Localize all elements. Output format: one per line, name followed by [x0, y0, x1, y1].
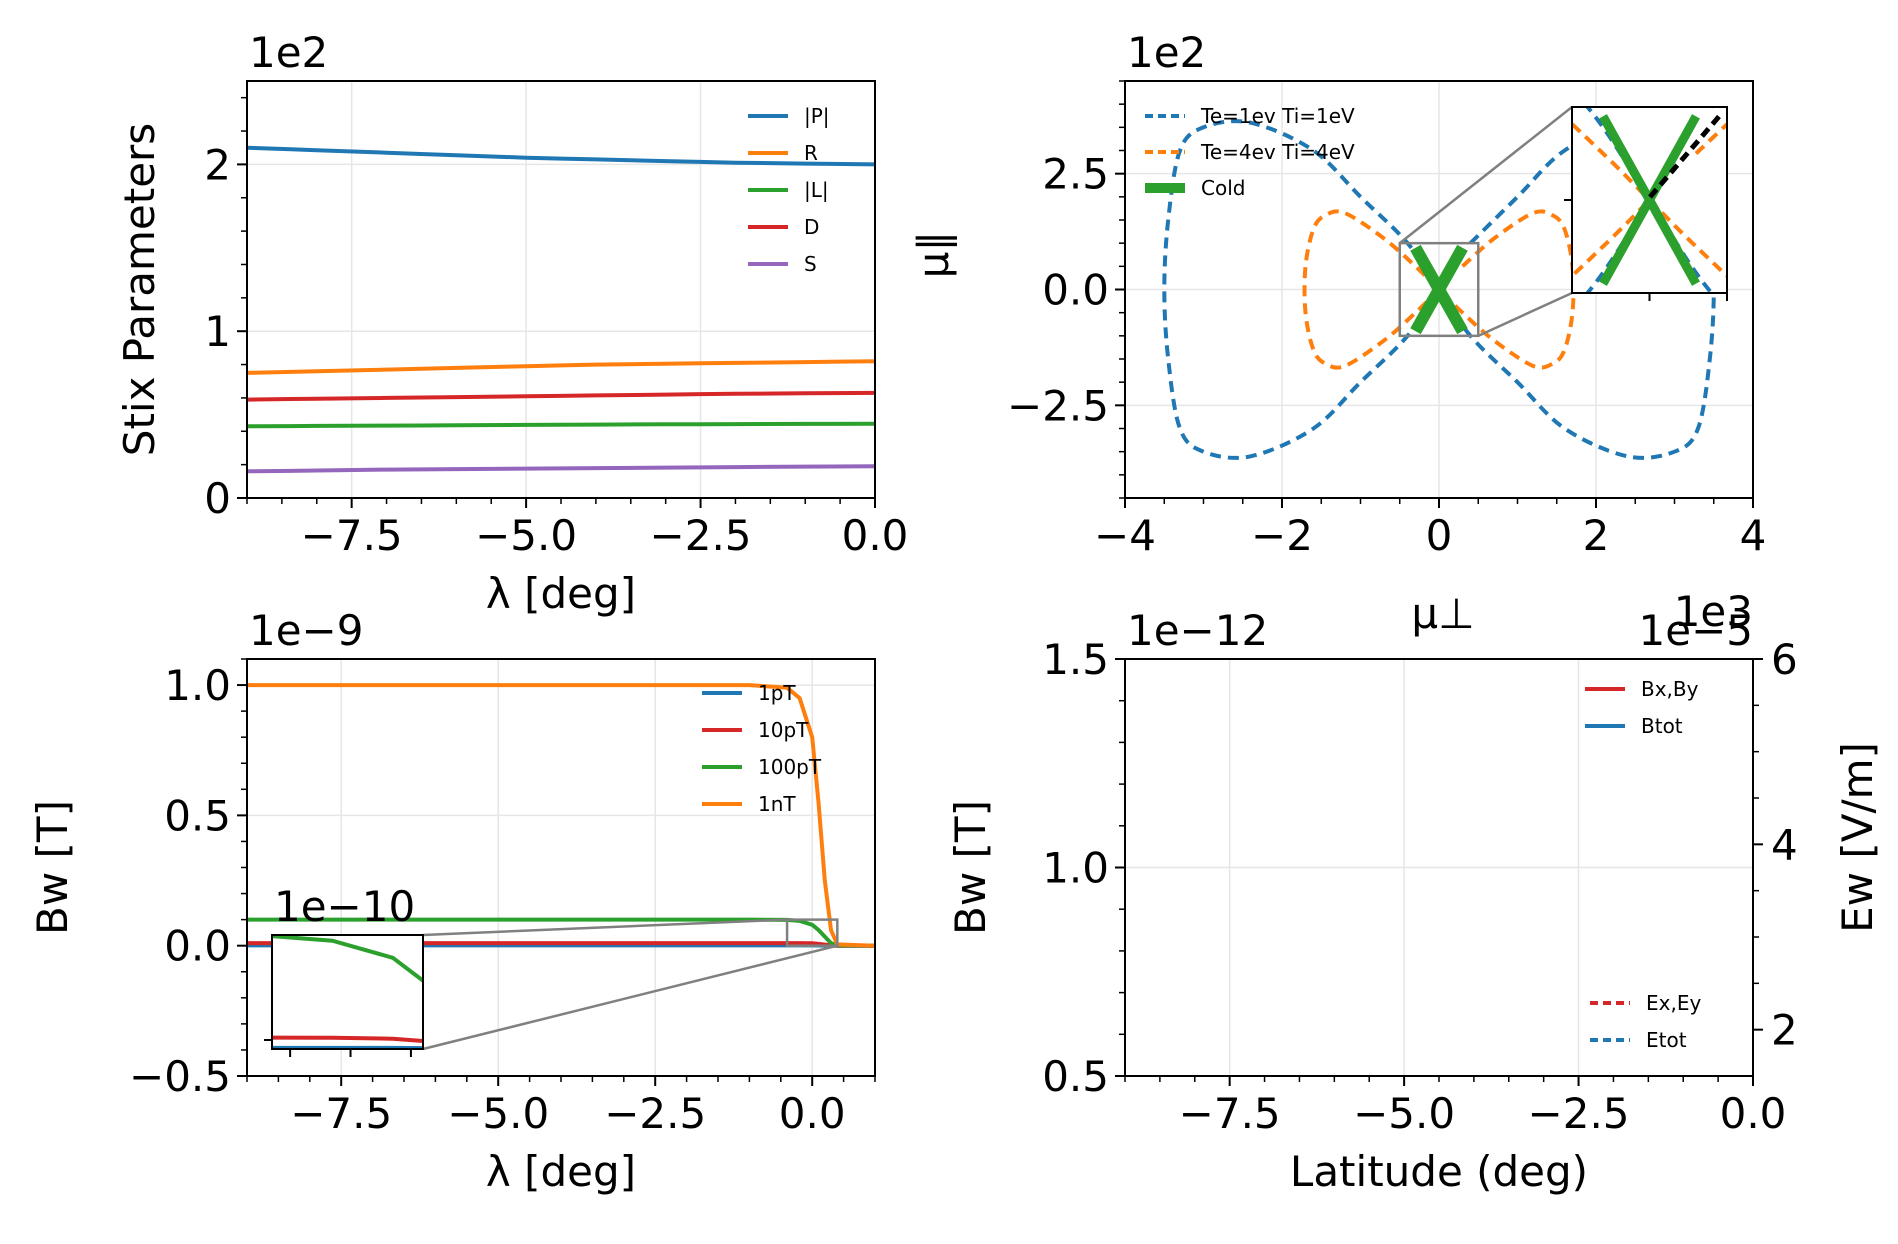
x-tick-label: −2.5 — [1528, 1089, 1630, 1138]
x-tick-label: −7.5 — [301, 511, 403, 560]
y-right-tick-label: 2 — [1771, 1006, 1798, 1055]
x-tick-label: −5.0 — [475, 511, 577, 560]
inset-offset-text: 1e−10 — [274, 882, 415, 931]
axes-frame — [246, 658, 876, 1077]
x-axis-label: λ [deg] — [486, 1147, 636, 1196]
legend-label: Ex,Ey — [1646, 991, 1701, 1015]
x-axis-label: λ [deg] — [486, 569, 636, 618]
legend-label: Bx,By — [1641, 677, 1699, 701]
zoom-connector — [422, 918, 788, 937]
y-tick-label: 0.0 — [1042, 266, 1109, 315]
legend-label: D — [804, 215, 819, 239]
offset-text: 1e−12 — [1127, 606, 1268, 655]
y-tick-label: 2.5 — [1042, 150, 1109, 199]
x-tick-label: 2 — [1583, 511, 1610, 560]
x-tick-label: −4 — [1094, 511, 1156, 560]
legend-label: Te=4ev Ti=4eV — [1200, 140, 1355, 164]
y-tick-label: 0.5 — [164, 791, 231, 840]
offset-text-right: 1e−5 — [1639, 606, 1753, 655]
x-tick-label: 0.0 — [1720, 1089, 1787, 1138]
inset-series-Te=4ev Ti=4eV — [1572, 121, 1727, 279]
x-axis-label: Latitude (deg) — [1290, 1147, 1588, 1196]
y-tick-label: 2 — [204, 140, 231, 189]
y-axis-label: μ∥ — [909, 231, 958, 279]
legend-label: 1nT — [758, 792, 796, 816]
offset-text: 1e2 — [249, 28, 328, 77]
legend-label: Te=1ev Ti=1eV — [1200, 104, 1355, 128]
x-tick-label: −7.5 — [290, 1089, 392, 1138]
y-right-axis-label: Ew [V/m] — [1833, 742, 1882, 933]
legend-label: 1pT — [758, 681, 796, 705]
y-right-tick-label: 4 — [1771, 820, 1798, 869]
zoom-connector — [422, 944, 838, 1051]
legend-label: Cold — [1201, 176, 1245, 200]
inset-plot — [1572, 107, 1727, 293]
y-tick-label: −0.5 — [129, 1052, 231, 1101]
series-line-|L| — [246, 421, 876, 429]
series-line-R — [246, 359, 876, 375]
y-tick-label: 1.5 — [1042, 635, 1109, 684]
panel-stix: −7.5 −5.0 −2.5 0.0 0 1 2 1e2 λ [deg] Stix Paramet… — [115, 28, 908, 618]
series-line-S — [246, 464, 876, 474]
y-tick-label: 1 — [204, 307, 231, 356]
legend-label: Etot — [1646, 1028, 1687, 1052]
legend-label: R — [804, 141, 818, 165]
axes-frame — [1124, 658, 1754, 1077]
inset-series-100pT — [272, 935, 423, 984]
panel-refractive: −4 −2 0 2 4 −2.5 0.0 2.5 1e2 1e3 μ⊥ μ∥ Te=1ev Ti=1eV… — [909, 28, 1767, 638]
series-line-1nT — [247, 683, 876, 948]
zoom-box — [1398, 241, 1480, 338]
zoom-box — [785, 918, 839, 947]
axes-frame — [246, 80, 876, 499]
inset-black-line — [1648, 111, 1724, 199]
x-tick-label: 4 — [1740, 511, 1767, 560]
offset-text-y: 1e2 — [1127, 28, 1206, 77]
inset-frame — [271, 934, 424, 1050]
y-tick-label: 0.5 — [1042, 1052, 1109, 1101]
zoom-connector — [1398, 106, 1573, 245]
y-axis-label: Stix Parameters — [115, 123, 164, 456]
legend-label: |L| — [804, 178, 829, 202]
y-tick-label: 0 — [204, 474, 231, 523]
panel-bw_latitude: −7.5 −5.0 −2.5 0.0 0.5 1.0 1.5 2 4 6 1e−12 1e−5 Lati… — [946, 606, 1882, 1196]
x-tick-label: 0.0 — [779, 1089, 846, 1138]
y-tick-label: 0.0 — [164, 922, 231, 971]
inset-series-10pT — [272, 1035, 423, 1044]
series-line-cold — [1410, 244, 1468, 335]
series-line-|P| — [246, 145, 876, 167]
inset-bg — [272, 935, 423, 1049]
x-tick-label: −2 — [1251, 511, 1313, 560]
y-tick-label: −2.5 — [1007, 381, 1109, 430]
x-tick-label: −5.0 — [447, 1089, 549, 1138]
legend-label: |P| — [804, 104, 830, 128]
legend-label: 10pT — [758, 718, 809, 742]
y-tick-label: 1.0 — [1042, 844, 1109, 893]
zoom-connector — [1477, 291, 1573, 337]
legend-label: Btot — [1641, 714, 1683, 738]
x-tick-label: −5.0 — [1353, 1089, 1455, 1138]
offset-text-x: 1e3 — [1674, 587, 1753, 636]
series-line-Te=4ev Ti=4eV — [1302, 209, 1576, 370]
y-tick-label: 1.0 — [164, 661, 231, 710]
y-right-tick-label: 6 — [1771, 635, 1798, 684]
legend-label: 100pT — [758, 755, 822, 779]
x-tick-label: 0 — [1426, 511, 1453, 560]
x-axis-label: μ⊥ — [1411, 589, 1474, 638]
axes-frame — [1124, 80, 1754, 499]
x-tick-label: 0.0 — [842, 511, 909, 560]
x-tick-label: −2.5 — [650, 511, 752, 560]
y-axis-label: Bw [T] — [28, 800, 77, 935]
panel-bw_lambda: −7.5 −5.0 −2.5 0.0 −0.5 0.0 0.5 1.0 1e−10 1e−9 λ [… — [28, 606, 876, 1196]
offset-text: 1e−9 — [249, 606, 363, 655]
inset-series-cold — [1599, 114, 1700, 286]
y-axis-label: Bw [T] — [946, 800, 995, 935]
x-tick-label: −2.5 — [604, 1089, 706, 1138]
series-line-D — [246, 390, 876, 402]
legend-label: S — [804, 252, 817, 276]
x-tick-label: −7.5 — [1179, 1089, 1281, 1138]
